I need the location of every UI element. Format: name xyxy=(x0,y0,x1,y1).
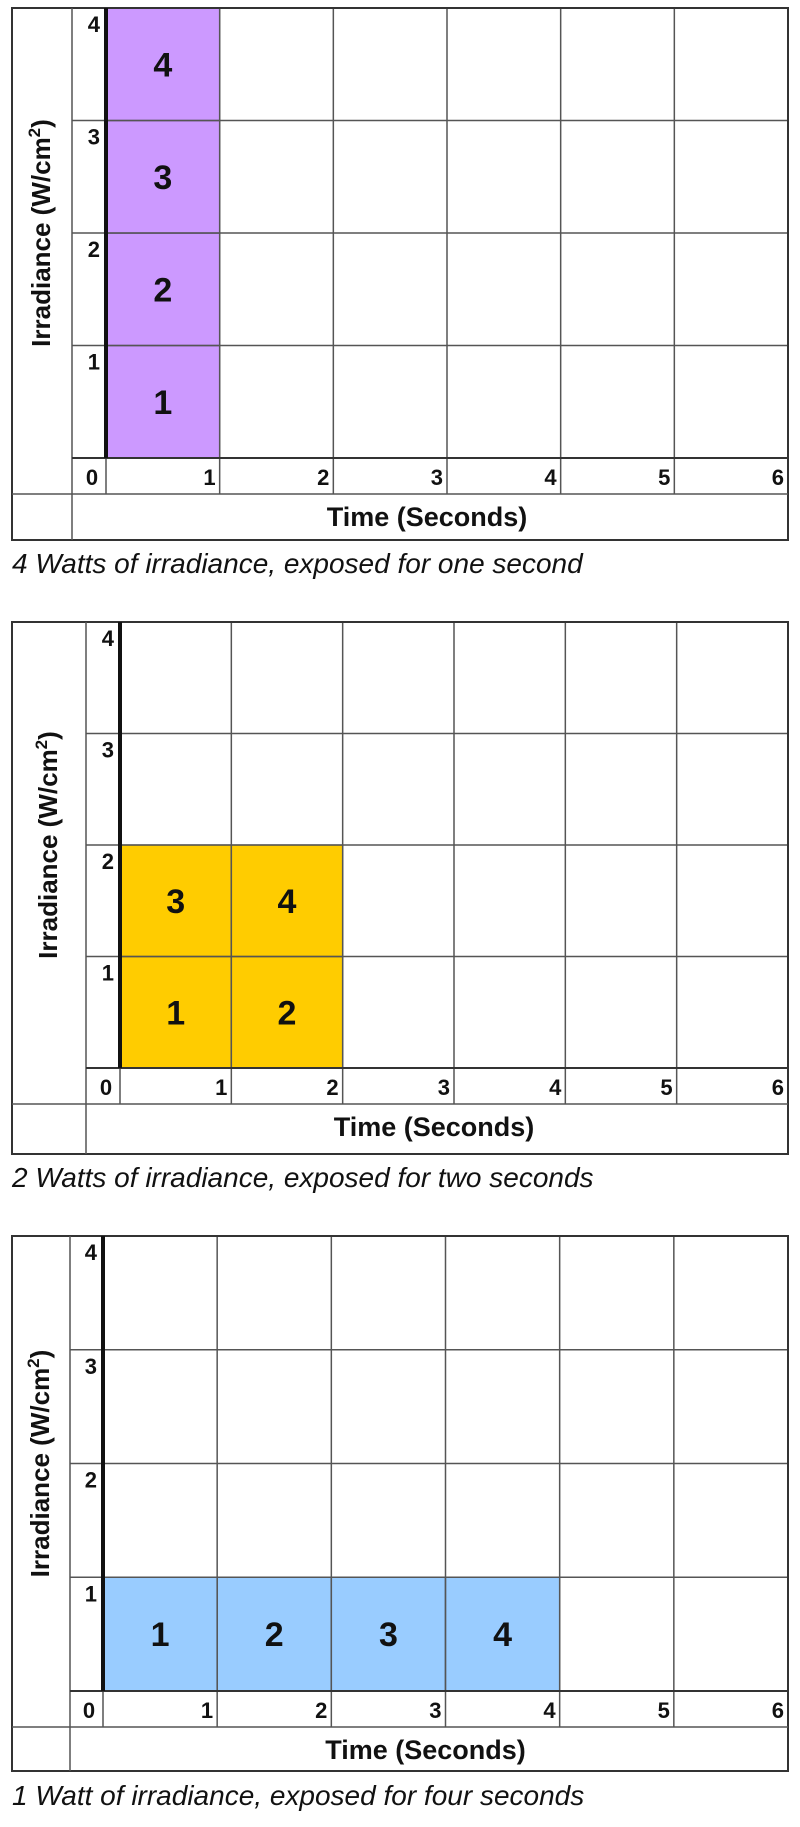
cell-label-2: 2 xyxy=(153,271,172,309)
cell-label-3: 3 xyxy=(153,159,172,197)
grid-chart-1: 1 2 3 4 1 2 3 4 0 1 2 3 4 5 6 Time (Seconds) Irradiance … xyxy=(11,7,789,541)
x-tick-label-2: 2 xyxy=(315,1698,327,1723)
chart-panel-3: 1 2 3 4 1 2 3 4 0 1 2 3 4 5 6 Time (Seconds) Irradiance … xyxy=(0,1228,800,1827)
cell-label-4: 4 xyxy=(278,883,297,921)
x-tick-label-3: 3 xyxy=(429,1698,441,1723)
y-tick-label-4: 4 xyxy=(88,12,101,37)
y-tick-label-2: 2 xyxy=(88,237,100,262)
cell-label-2: 2 xyxy=(265,1616,284,1654)
chart-frame xyxy=(11,1235,789,1772)
filled-cell-1 xyxy=(105,344,221,459)
y-tick-label-1: 1 xyxy=(102,961,114,986)
x-tick-label-4: 4 xyxy=(549,1075,562,1100)
chart-panel-1: 1 2 3 4 1 2 3 4 0 1 2 3 4 5 6 Time (Seconds) Irradiance … xyxy=(0,0,800,590)
chart-caption-2: 2 Watts of irradiance, exposed for two s… xyxy=(12,1162,594,1193)
x-tick-label-4: 4 xyxy=(544,465,557,490)
chart-frame xyxy=(11,621,789,1155)
x-tick-label-3: 3 xyxy=(431,465,443,490)
chart-caption-1: 4 Watts of irradiance, exposed for one s… xyxy=(12,548,583,579)
grid-chart-3: 1 2 3 4 1 2 3 4 0 1 2 3 4 5 6 Time (Seconds) Irradiance … xyxy=(11,1235,789,1772)
filled-cell-4 xyxy=(105,7,221,122)
x-tick-label-3: 3 xyxy=(438,1075,450,1100)
y-tick-label-4: 4 xyxy=(85,1240,98,1265)
filled-cell-4 xyxy=(444,1576,561,1692)
filled-cell-2 xyxy=(105,232,221,347)
cell-label-4: 4 xyxy=(493,1616,512,1654)
y-tick-label-1: 1 xyxy=(88,350,100,375)
y-tick-label-2: 2 xyxy=(102,849,114,874)
x-axis-title: Time (Seconds) xyxy=(325,1735,526,1765)
cell-label-4: 4 xyxy=(153,46,172,84)
cell-label-3: 3 xyxy=(379,1616,398,1654)
cell-label-1: 1 xyxy=(151,1616,170,1654)
x-tick-label-0: 0 xyxy=(86,465,98,490)
x-tick-label-6: 6 xyxy=(772,1698,784,1723)
cell-label-1: 1 xyxy=(166,994,185,1032)
y-axis-title: Irradiance (W/cm2) xyxy=(25,119,56,347)
filled-cell-2 xyxy=(230,955,344,1069)
x-tick-label-6: 6 xyxy=(772,1075,784,1100)
x-tick-label-5: 5 xyxy=(660,1075,672,1100)
y-tick-label-3: 3 xyxy=(85,1354,97,1379)
filled-cell-3 xyxy=(330,1576,447,1692)
chart-panel-2: 1 2 3 4 1 2 3 4 0 1 2 3 4 5 6 Time (Seconds) Irradiance … xyxy=(0,614,800,1204)
y-axis-title: Irradiance (W/cm2) xyxy=(24,1350,55,1578)
grid-chart-2: 1 2 3 4 1 2 3 4 0 1 2 3 4 5 6 Time (Seconds) Irradiance … xyxy=(11,621,789,1155)
y-tick-label-4: 4 xyxy=(102,626,115,651)
chart-caption-3: 1 Watt of irradiance, exposed for four s… xyxy=(12,1780,585,1811)
x-tick-label-2: 2 xyxy=(326,1075,338,1100)
x-tick-label-1: 1 xyxy=(203,465,215,490)
cell-label-1: 1 xyxy=(153,384,172,422)
x-tick-label-0: 0 xyxy=(100,1075,112,1100)
y-tick-label-3: 3 xyxy=(102,738,114,763)
y-tick-label-1: 1 xyxy=(85,1581,97,1606)
filled-cell-1 xyxy=(102,1576,218,1692)
x-axis-title: Time (Seconds) xyxy=(334,1112,535,1142)
x-axis-title: Time (Seconds) xyxy=(327,502,528,532)
y-axis-title: Irradiance (W/cm2) xyxy=(32,731,63,959)
x-tick-label-4: 4 xyxy=(543,1698,556,1723)
x-tick-label-5: 5 xyxy=(658,1698,670,1723)
x-tick-label-1: 1 xyxy=(215,1075,227,1100)
x-tick-label-5: 5 xyxy=(658,465,670,490)
y-tick-label-2: 2 xyxy=(85,1468,97,1493)
x-tick-label-2: 2 xyxy=(317,465,329,490)
filled-cell-4 xyxy=(230,844,344,958)
cell-label-2: 2 xyxy=(278,994,297,1032)
x-tick-label-6: 6 xyxy=(772,465,784,490)
chart-frame xyxy=(11,7,789,541)
x-tick-label-1: 1 xyxy=(201,1698,213,1723)
cell-label-3: 3 xyxy=(166,883,185,921)
x-tick-label-0: 0 xyxy=(83,1698,95,1723)
y-tick-label-3: 3 xyxy=(88,125,100,150)
